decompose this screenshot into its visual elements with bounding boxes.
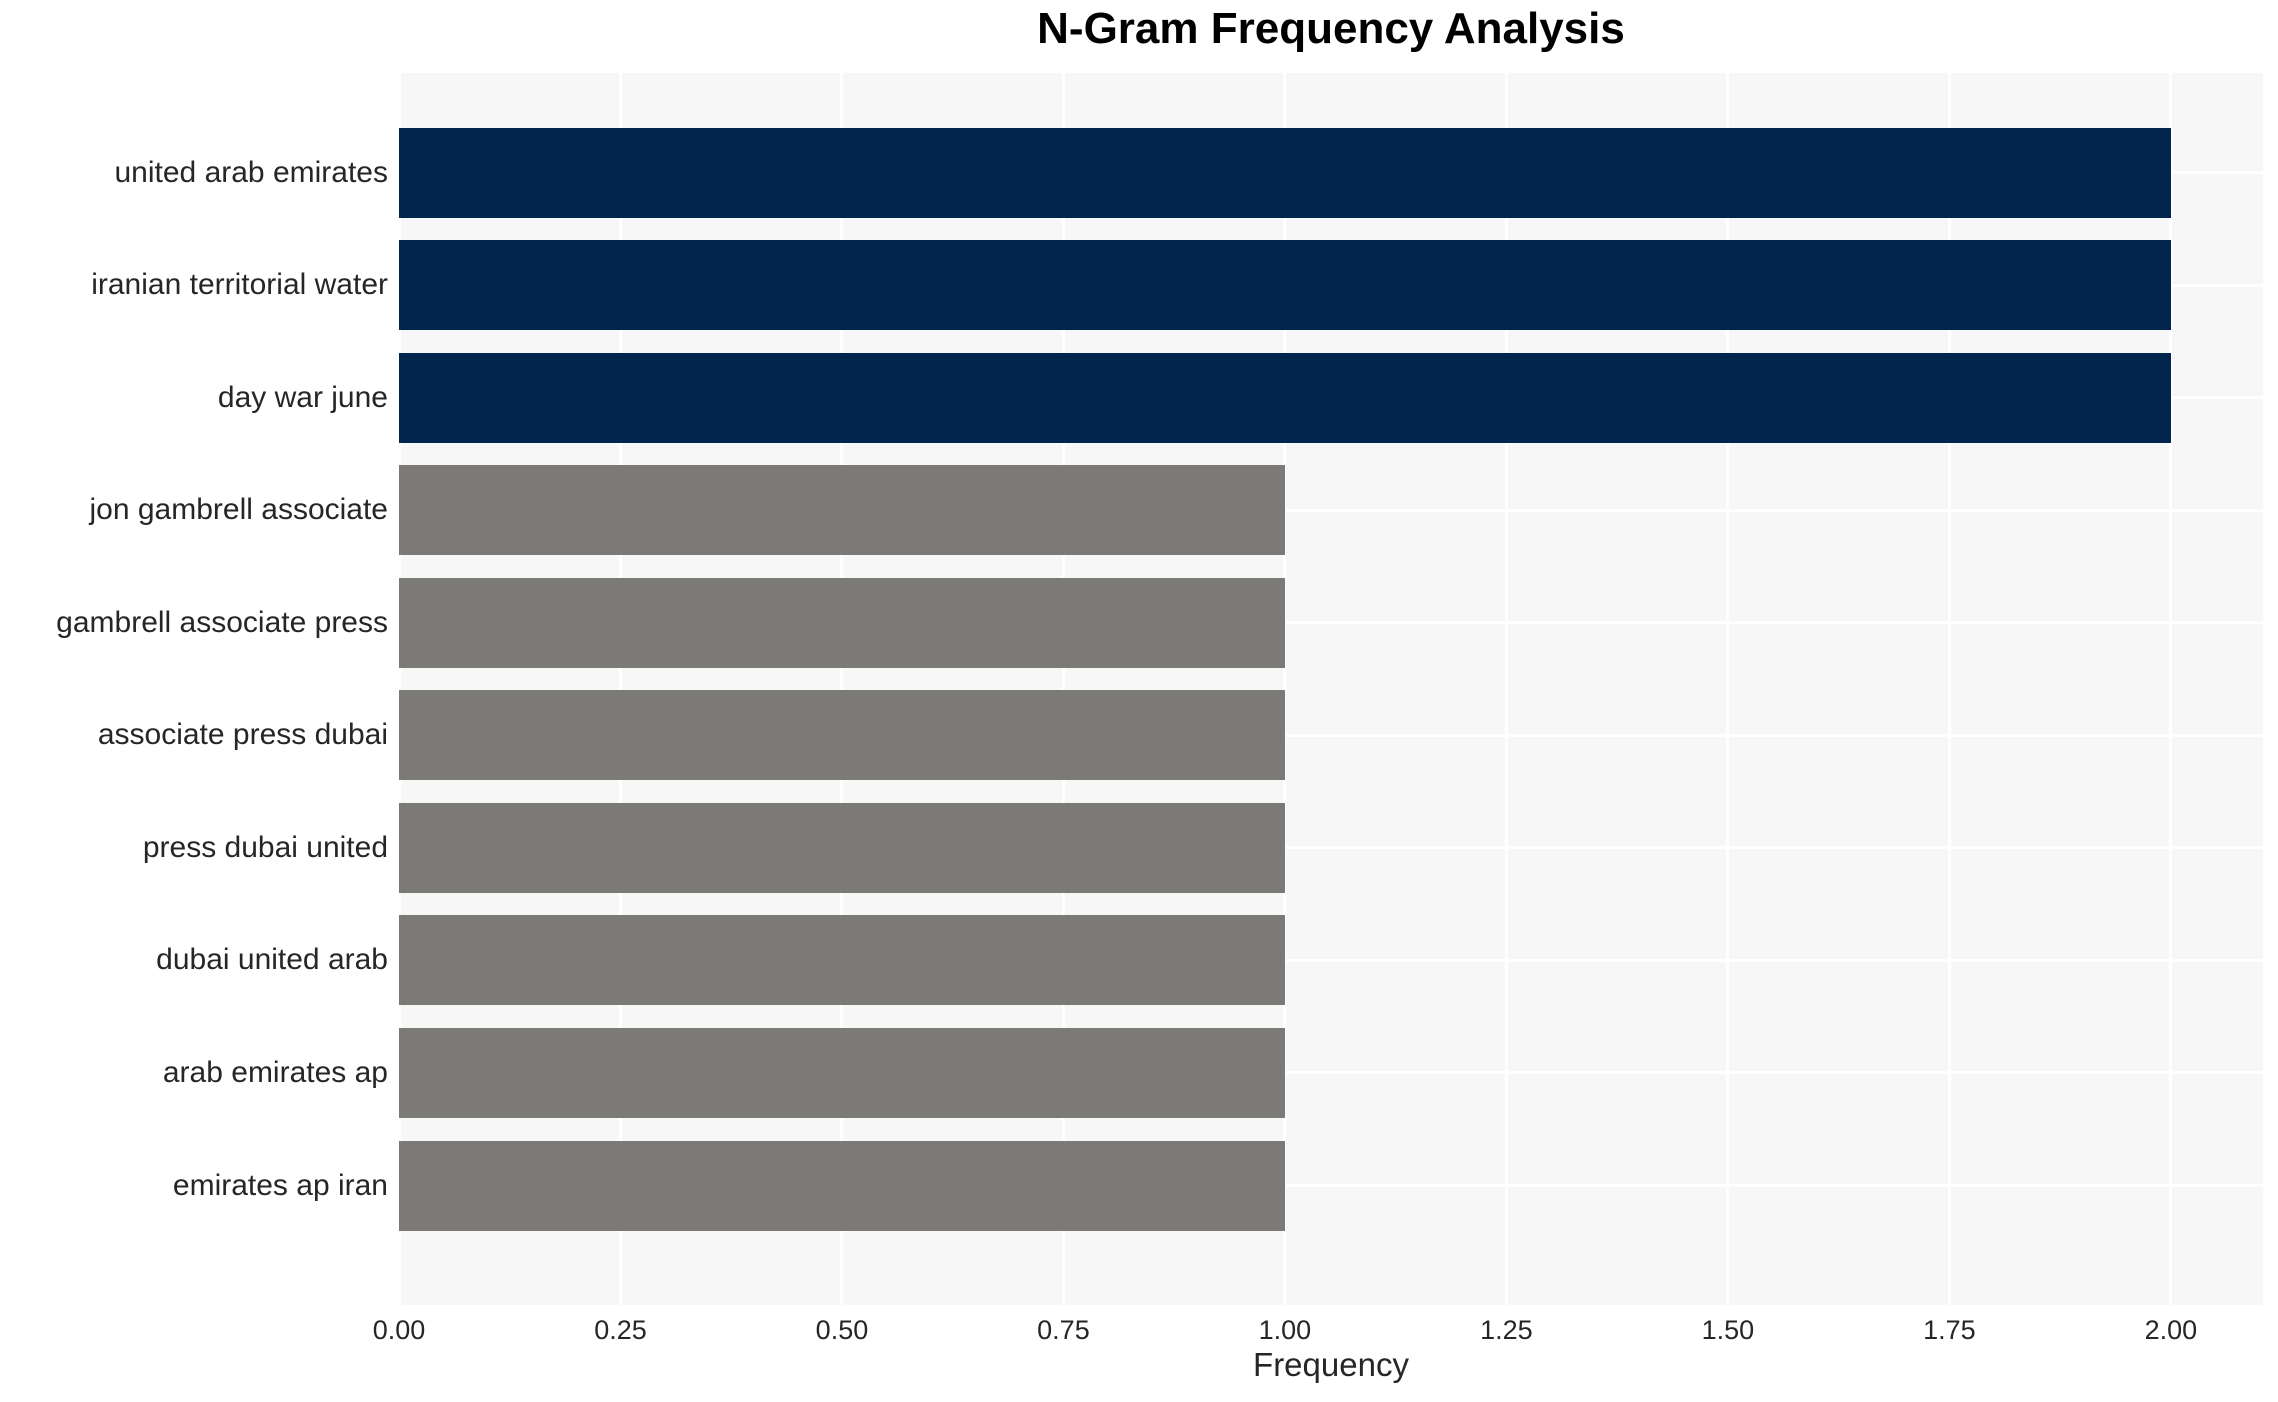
bar-jon-gambrell-associate: [399, 465, 1285, 556]
x-axis-tick-label: 1.75: [1923, 1315, 1976, 1345]
bar-emirates-ap-iran: [399, 1140, 1285, 1231]
bar-iranian-territorial-water: [399, 240, 2171, 331]
horizontal-gridline: [399, 1184, 2263, 1188]
x-axis-tick-label: 0.25: [594, 1315, 647, 1345]
horizontal-gridline: [399, 508, 2263, 512]
x-axis-tick-label: 1.00: [1258, 1315, 1312, 1345]
x-axis-tick-label: 2.00: [2144, 1315, 2198, 1345]
horizontal-gridline: [399, 621, 2263, 625]
x-axis-tick-label: 1.50: [1701, 1315, 1755, 1345]
vertical-gridline: [1061, 73, 1065, 1305]
vertical-gridline: [2169, 73, 2173, 1305]
x-axis-tick-label: 1.25: [1480, 1315, 1533, 1345]
y-axis-label: arab emirates ap: [162, 1055, 388, 1089]
plot-area: [397, 73, 2263, 1305]
bar-gambrell-associate-press: [399, 577, 1285, 668]
y-axis-label: dubai united arab: [156, 943, 388, 977]
y-axis-label: iranian territorial water: [91, 268, 388, 302]
bar-dubai-united-arab: [399, 915, 1285, 1006]
y-axis-label: united arab emirates: [114, 155, 389, 189]
y-axis-label: gambrell associate press: [56, 605, 388, 639]
bar-press-dubai-united: [399, 802, 1285, 893]
horizontal-gridline: [399, 958, 2263, 962]
bar-united-arab-emirates: [399, 127, 2171, 218]
y-axis-label: associate press dubai: [97, 718, 388, 752]
y-axis-label: jon gambrell associate: [89, 493, 389, 527]
y-axis-label: press dubai united: [142, 830, 388, 864]
bar-associate-press-dubai: [399, 690, 1285, 781]
y-axis-label: emirates ap iran: [172, 1168, 388, 1202]
bar-arab-emirates-ap: [399, 1027, 1285, 1118]
x-axis-tick-label: 0.50: [815, 1315, 869, 1345]
vertical-gridline: [618, 73, 622, 1305]
vertical-gridline: [1726, 73, 1730, 1305]
vertical-gridline: [1283, 73, 1287, 1305]
x-axis-tick-label: 0.00: [372, 1315, 426, 1345]
y-axis: united arab emirates iranian territorial …: [0, 73, 388, 1305]
vertical-gridline: [1947, 73, 1951, 1305]
vertical-gridline: [840, 73, 844, 1305]
vertical-gridline: [397, 73, 401, 1305]
x-axis-title: Frequency: [1253, 1346, 1409, 1383]
horizontal-gridline: [399, 846, 2263, 850]
horizontal-gridline: [399, 1071, 2263, 1075]
vertical-gridline: [1504, 73, 1508, 1305]
bar-day-war-june: [399, 352, 2171, 443]
chart-title: N-Gram Frequency Analysis: [1037, 4, 1625, 53]
y-axis-label: day war june: [217, 380, 388, 414]
x-axis-tick-label: 0.75: [1037, 1315, 1090, 1345]
x-axis: 0.00 0.25 0.50 0.75 1.00 1.25 1.50 1.75 2.00: [373, 1315, 2263, 1349]
horizontal-gridline: [399, 733, 2263, 737]
